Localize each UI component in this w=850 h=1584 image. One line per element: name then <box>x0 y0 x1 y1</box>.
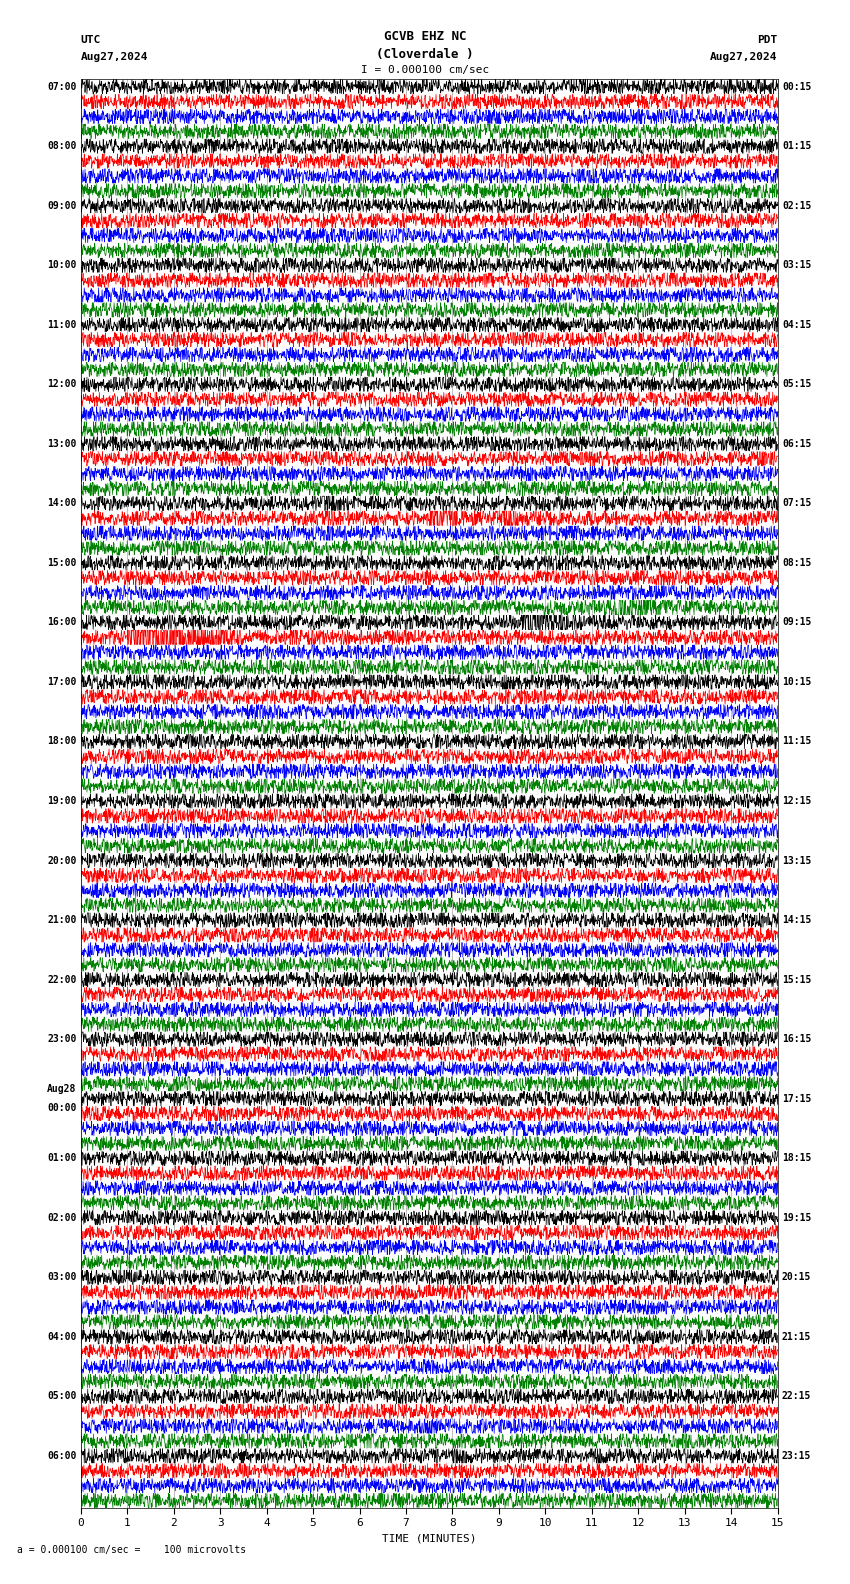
Text: 00:15: 00:15 <box>782 82 812 92</box>
Text: 18:15: 18:15 <box>782 1153 812 1163</box>
Text: 13:15: 13:15 <box>782 855 812 865</box>
Text: 16:00: 16:00 <box>47 618 76 627</box>
Text: a = 0.000100 cm/sec =    100 microvolts: a = 0.000100 cm/sec = 100 microvolts <box>17 1546 246 1555</box>
Text: 20:15: 20:15 <box>782 1272 812 1283</box>
X-axis label: TIME (MINUTES): TIME (MINUTES) <box>382 1533 477 1544</box>
Text: 04:00: 04:00 <box>47 1332 76 1342</box>
Text: 03:15: 03:15 <box>782 260 812 271</box>
Text: 01:00: 01:00 <box>47 1153 76 1163</box>
Text: 00:00: 00:00 <box>47 1104 76 1114</box>
Text: 06:00: 06:00 <box>47 1451 76 1460</box>
Text: 14:00: 14:00 <box>47 499 76 508</box>
Text: 10:00: 10:00 <box>47 260 76 271</box>
Text: Aug27,2024: Aug27,2024 <box>81 52 148 62</box>
Text: 10:15: 10:15 <box>782 676 812 687</box>
Text: 19:15: 19:15 <box>782 1213 812 1223</box>
Text: 02:15: 02:15 <box>782 201 812 211</box>
Text: I = 0.000100 cm/sec: I = 0.000100 cm/sec <box>361 65 489 74</box>
Text: 23:15: 23:15 <box>782 1451 812 1460</box>
Text: 08:00: 08:00 <box>47 141 76 150</box>
Text: 04:15: 04:15 <box>782 320 812 329</box>
Text: 05:15: 05:15 <box>782 379 812 390</box>
Text: 11:00: 11:00 <box>47 320 76 329</box>
Text: 07:15: 07:15 <box>782 499 812 508</box>
Text: 03:00: 03:00 <box>47 1272 76 1283</box>
Text: 14:15: 14:15 <box>782 916 812 925</box>
Text: 09:00: 09:00 <box>47 201 76 211</box>
Text: 21:00: 21:00 <box>47 916 76 925</box>
Text: Aug28: Aug28 <box>47 1083 76 1095</box>
Text: 07:00: 07:00 <box>47 82 76 92</box>
Text: 18:00: 18:00 <box>47 737 76 746</box>
Text: UTC: UTC <box>81 35 101 44</box>
Text: 08:15: 08:15 <box>782 558 812 569</box>
Text: PDT: PDT <box>757 35 778 44</box>
Text: (Cloverdale ): (Cloverdale ) <box>377 48 473 60</box>
Text: 19:00: 19:00 <box>47 797 76 806</box>
Text: Aug27,2024: Aug27,2024 <box>711 52 778 62</box>
Text: 22:15: 22:15 <box>782 1391 812 1402</box>
Text: 11:15: 11:15 <box>782 737 812 746</box>
Text: 06:15: 06:15 <box>782 439 812 448</box>
Text: 23:00: 23:00 <box>47 1034 76 1044</box>
Text: 12:15: 12:15 <box>782 797 812 806</box>
Text: 16:15: 16:15 <box>782 1034 812 1044</box>
Text: GCVB EHZ NC: GCVB EHZ NC <box>383 30 467 43</box>
Text: 05:00: 05:00 <box>47 1391 76 1402</box>
Text: 20:00: 20:00 <box>47 855 76 865</box>
Text: 17:15: 17:15 <box>782 1093 812 1104</box>
Text: 15:00: 15:00 <box>47 558 76 569</box>
Text: 17:00: 17:00 <box>47 676 76 687</box>
Text: 22:00: 22:00 <box>47 974 76 985</box>
Text: 13:00: 13:00 <box>47 439 76 448</box>
Text: 15:15: 15:15 <box>782 974 812 985</box>
Text: 21:15: 21:15 <box>782 1332 812 1342</box>
Text: 01:15: 01:15 <box>782 141 812 150</box>
Text: 02:00: 02:00 <box>47 1213 76 1223</box>
Text: 09:15: 09:15 <box>782 618 812 627</box>
Text: 12:00: 12:00 <box>47 379 76 390</box>
